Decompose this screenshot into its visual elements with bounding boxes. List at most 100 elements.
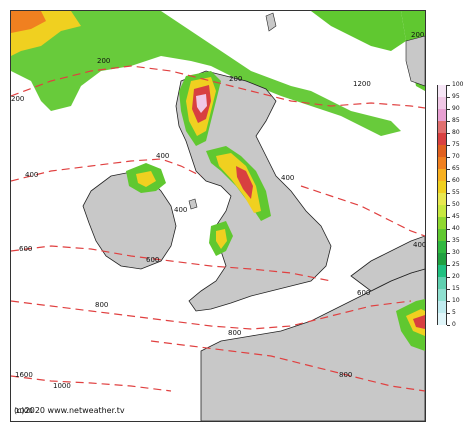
isoline-label: 1000 [53, 382, 71, 390]
isoline-label: 200 [11, 95, 25, 103]
colorbar-segment [437, 157, 447, 169]
colorbar-tick-mark [447, 217, 450, 218]
colorbar-segment [437, 241, 447, 253]
colorbar-tick-mark [447, 253, 450, 254]
isoline-label: 800 [95, 301, 109, 309]
colorbar-tick-mark [447, 109, 450, 110]
precip-area-ne [311, 11, 406, 51]
colorbar-tick-label: 75 [452, 141, 460, 148]
colorbar-tick-mark [447, 181, 450, 182]
isoline-label: 1000 [15, 407, 33, 415]
precip-area-north-orange [11, 11, 46, 33]
colorbar-segment [437, 109, 447, 121]
colorbar-segment [437, 217, 447, 229]
land-low-countries [350, 235, 425, 292]
colorbar-segment [437, 145, 447, 157]
colorbar-segment [437, 265, 447, 277]
isoline-label: 200 [97, 57, 111, 65]
colorbar-tick-label: 40 [452, 225, 460, 232]
isoline-label: 600 [19, 245, 33, 253]
colorbar-tick-label: 20 [452, 273, 460, 280]
colorbar-tick-label: 30 [452, 249, 460, 256]
colorbar-tick-label: 15 [452, 285, 460, 292]
precip-area-wales-yellow [216, 229, 227, 249]
isoline-label: 400 [413, 241, 426, 249]
precip-area-ni-yellow [136, 171, 156, 187]
colorbar-tick-mark [447, 133, 450, 134]
isoline-label: 800 [228, 329, 242, 337]
colorbar-tick-label: 85 [452, 117, 460, 124]
colorbar [437, 85, 447, 325]
colorbar-segment [437, 313, 447, 325]
land-france [200, 268, 425, 421]
colorbar-tick-label: 5 [452, 309, 456, 316]
isoline-label: 1600 [15, 371, 33, 379]
colorbar-tick-mark [447, 193, 450, 194]
colorbar-tick-mark [447, 205, 450, 206]
land-scandinavia [405, 35, 425, 87]
colorbar-tick-label: 80 [452, 129, 460, 136]
isoline-label: 200 [229, 75, 243, 83]
colorbar-tick-mark [447, 265, 450, 266]
colorbar-segment [437, 253, 447, 265]
colorbar-tick-label: 100 [452, 81, 464, 88]
isoline-label: 800 [339, 371, 353, 379]
copyright-text: (c)2020 www.netweather.tv [14, 406, 125, 415]
precip-area-scotland-pink [196, 94, 207, 113]
colorbar-segment [437, 181, 447, 193]
colorbar-tick-mark [447, 121, 450, 122]
map-panel: 200 200 200 400 400 400 400 600 600 600 … [10, 10, 426, 422]
colorbar-tick-label: 0 [452, 321, 456, 328]
colorbar-tick-label: 55 [452, 189, 460, 196]
colorbar-segment [437, 121, 447, 133]
isoline-label: 400 [174, 206, 188, 214]
colorbar-tick-mark [447, 313, 450, 314]
isolines [11, 65, 425, 392]
colorbar-tick-label: 35 [452, 237, 460, 244]
precip-area-pennines-yellow [216, 153, 261, 213]
colorbar-tick-label: 45 [452, 213, 460, 220]
colorbar-segment [437, 205, 447, 217]
colorbar-tick-mark [447, 241, 450, 242]
isoline-label: 400 [281, 174, 295, 182]
colorbar-segment [437, 169, 447, 181]
colorbar-tick-label: 10 [452, 297, 460, 304]
colorbar-tick-label: 60 [452, 177, 460, 184]
precip-area-alps-red [413, 315, 425, 329]
colorbar-tick-mark [447, 157, 450, 158]
colorbar-segment [437, 289, 447, 301]
colorbar-segment [437, 229, 447, 241]
colorbar-tick-mark [447, 97, 450, 98]
land-isle-of-man [188, 198, 198, 210]
colorbar-segment [437, 97, 447, 109]
weather-map [11, 11, 425, 421]
colorbar-segment [437, 277, 447, 289]
isoline-label: 1200 [353, 80, 371, 88]
isoline-label: 400 [25, 171, 39, 179]
colorbar-tick-label: 65 [452, 165, 460, 172]
precip-area-pennines-red [236, 166, 253, 199]
colorbar-tick-mark [447, 229, 450, 230]
colorbar-tick-mark [447, 169, 450, 170]
precip-area-north [11, 11, 401, 136]
colorbar-tick-mark [447, 85, 450, 86]
colorbar-segment [437, 133, 447, 145]
colorbar-segment [437, 301, 447, 313]
isoline-label: 200 [411, 31, 425, 39]
colorbar-segment [437, 85, 447, 97]
colorbar-tick-label: 25 [452, 261, 460, 268]
colorbar-tick-mark [447, 325, 450, 326]
land-shetland [265, 12, 277, 32]
colorbar-segment [437, 193, 447, 205]
isoline-label: 600 [357, 289, 371, 297]
colorbar-tick-mark [447, 145, 450, 146]
colorbar-tick-mark [447, 277, 450, 278]
colorbar-tick-label: 50 [452, 201, 460, 208]
isoline-label: 400 [156, 152, 170, 160]
colorbar-tick-mark [447, 301, 450, 302]
colorbar-tick-label: 95 [452, 93, 460, 100]
isoline-label: 600 [146, 256, 160, 264]
colorbar-tick-mark [447, 289, 450, 290]
colorbar-tick-label: 70 [452, 153, 460, 160]
colorbar-tick-label: 90 [452, 105, 460, 112]
